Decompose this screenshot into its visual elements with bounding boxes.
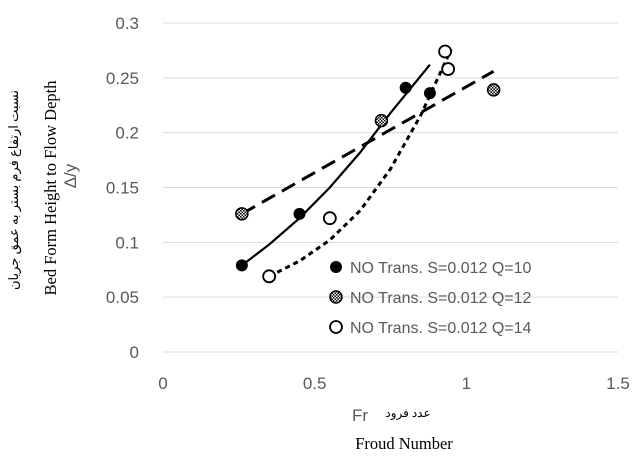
data-point (438, 44, 453, 59)
data-point (423, 87, 436, 100)
x-tick-label: 1.5 (606, 374, 630, 393)
trend-lines (241, 48, 495, 278)
legend: NO Trans. S=0.012 Q=10 NO Trans. S=0.012 … (329, 260, 532, 337)
legend-marker (329, 290, 343, 304)
x-tick-label: 0 (158, 374, 167, 393)
data-point (441, 62, 456, 76)
y-tick-label: 0.05 (106, 288, 139, 307)
data-point (374, 113, 389, 128)
x-axis-label-persian: عدد فرود (385, 406, 430, 420)
x-axis-label-english: Froud Number (355, 434, 453, 453)
trend-line (241, 69, 495, 216)
data-points (235, 44, 501, 284)
x-axis-label-symbol: Fr (352, 406, 368, 425)
y-tick-label: 0.3 (115, 14, 139, 33)
legend-marker (329, 320, 343, 334)
x-tick-labels: 0 0.5 1 1.5 (158, 374, 630, 393)
y-tick-label: 0.25 (106, 69, 139, 88)
trend-line (268, 48, 453, 278)
legend-label: NO Trans. S=0.012 Q=14 (350, 320, 532, 337)
y-tick-labels: 0 0.05 0.1 0.15 0.2 0.25 0.3 (106, 14, 139, 362)
data-point (399, 81, 412, 94)
legend-label: NO Trans. S=0.012 Q=12 (350, 290, 532, 307)
data-point (322, 211, 337, 226)
trend-line (241, 64, 431, 267)
data-point (486, 83, 501, 97)
data-point (235, 259, 248, 272)
x-tick-label: 1 (462, 374, 471, 393)
y-axis-label-persian: نسبت ارتفاع فرم بستر به عمق جریان (6, 90, 22, 290)
y-axis-label-symbol: Δ/y (61, 163, 80, 188)
legend-label: NO Trans. S=0.012 Q=10 (350, 260, 532, 277)
gridlines (163, 22, 618, 353)
data-point (235, 207, 249, 221)
y-tick-label: 0.1 (115, 233, 139, 252)
data-point (293, 207, 306, 220)
y-axis-label-english: Bed Form Height to Flow Depth (41, 80, 60, 296)
legend-marker (330, 261, 342, 273)
y-tick-label: 0 (130, 343, 139, 362)
data-point (262, 269, 277, 284)
y-tick-label: 0.2 (115, 124, 139, 143)
x-tick-label: 0.5 (303, 374, 327, 393)
y-tick-label: 0.15 (106, 179, 139, 198)
